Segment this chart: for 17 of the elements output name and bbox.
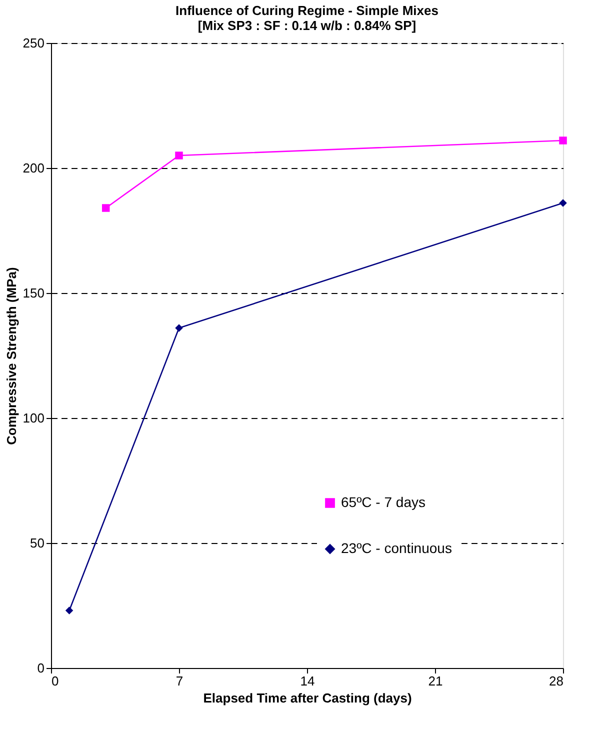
x-tick-label: 7 (176, 674, 184, 688)
x-axis-title: Elapsed Time after Casting (days) (203, 690, 412, 706)
y-tick-label: 250 (22, 36, 44, 50)
y-tick-label: 150 (22, 286, 44, 300)
chart-title: Influence of Curing Regime - Simple Mixes (176, 3, 438, 18)
x-tick-label: 14 (300, 674, 315, 688)
y-tick-label: 50 (30, 536, 44, 550)
legend-label: 23ºC - continuous (341, 540, 452, 556)
y-tick-label: 100 (22, 410, 44, 426)
chart-subtitle: [Mix SP3 : SF : 0.14 w/b : 0.84% SP] (198, 18, 416, 33)
y-axis-title: Compressive Strength (MPa) (4, 267, 19, 445)
y-tick-label: 0 (37, 660, 44, 676)
x-tick-label: 21 (428, 674, 443, 688)
legend-label: 65ºC - 7 days (341, 494, 426, 510)
x-tick-label: 28 (549, 674, 564, 688)
y-tick-label: 200 (22, 160, 44, 176)
x-tick-label: 0 (52, 674, 59, 688)
